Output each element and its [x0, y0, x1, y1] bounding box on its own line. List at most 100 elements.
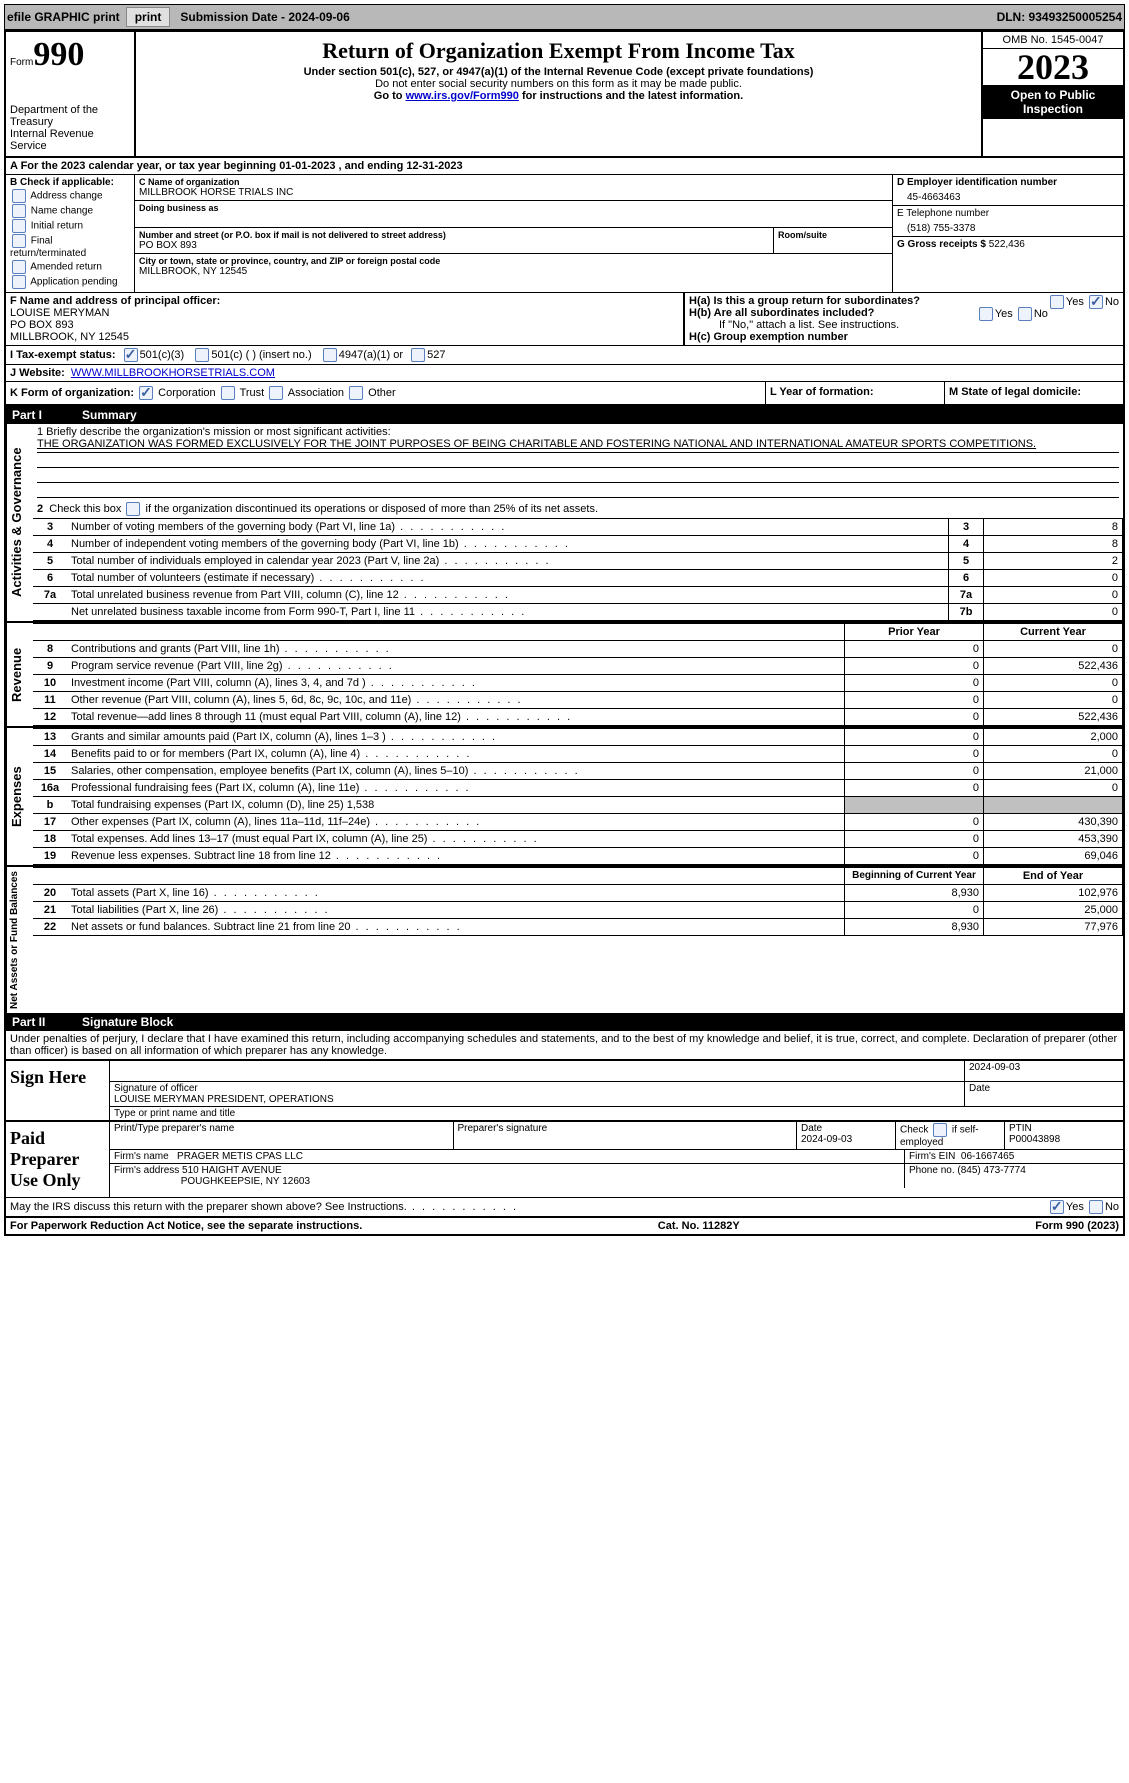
section-f-h: F Name and address of principal officer:… — [6, 292, 1123, 346]
501c3-checkbox[interactable] — [124, 348, 138, 362]
street-label: Number and street (or P.O. box if mail i… — [139, 230, 769, 240]
corp-checkbox[interactable] — [139, 386, 153, 400]
box-b-title: B Check if applicable: — [10, 177, 130, 188]
part-1-header: Part I Summary — [6, 406, 1123, 424]
governance-label: Activities & Governance — [6, 424, 33, 621]
name-change-checkbox[interactable] — [12, 204, 26, 218]
officer-addr1: PO BOX 893 — [10, 319, 74, 331]
subtitle-1: Under section 501(c), 527, or 4947(a)(1)… — [142, 66, 975, 78]
box-f-label: F Name and address of principal officer: — [10, 295, 220, 307]
h-b-note: If "No," attach a list. See instructions… — [689, 319, 1119, 331]
revenue-table: Prior YearCurrent Year8Contributions and… — [33, 623, 1123, 726]
goto-post: for instructions and the latest informat… — [522, 90, 743, 102]
box-c-label: C Name of organization — [139, 177, 888, 187]
other-checkbox[interactable] — [349, 386, 363, 400]
ha-yes-checkbox[interactable] — [1050, 295, 1064, 309]
revenue-section: Revenue Prior YearCurrent Year8Contribut… — [6, 621, 1123, 726]
pending-checkbox[interactable] — [12, 275, 26, 289]
form-label: Form — [10, 57, 33, 68]
officer-sig: LOUISE MERYMAN PRESIDENT, OPERATIONS — [114, 1094, 334, 1105]
row-a: A For the 2023 calendar year, or tax yea… — [6, 158, 1123, 175]
type-name-label: Type or print name and title — [110, 1107, 1123, 1120]
dln: DLN: 93493250005254 — [997, 10, 1122, 24]
preparer-name-label: Print/Type preparer's name — [110, 1122, 453, 1150]
irs-link[interactable]: www.irs.gov/Form990 — [406, 90, 519, 102]
form-container: Form990 Department of the Treasury Inter… — [4, 30, 1125, 1236]
firm-addr1: 510 HAIGHT AVENUE — [182, 1165, 282, 1176]
self-emp-label: Check if self-employed — [895, 1122, 1004, 1150]
footer: For Paperwork Reduction Act Notice, see … — [6, 1216, 1123, 1234]
hb-yes-checkbox[interactable] — [979, 307, 993, 321]
expenses-section: Expenses 13Grants and similar amounts pa… — [6, 726, 1123, 865]
h-c-label: H(c) Group exemption number — [689, 331, 848, 343]
city: MILLBROOK, NY 12545 — [139, 266, 888, 277]
sign-here-section: Sign Here 2024-09-03 Signature of office… — [6, 1059, 1123, 1120]
row-i: I Tax-exempt status: 501(c)(3) 501(c) ( … — [6, 346, 1123, 365]
ptin: P00043898 — [1009, 1134, 1060, 1145]
row-m: M State of legal domicile: — [949, 386, 1081, 398]
discuss-text: May the IRS discuss this return with the… — [10, 1201, 518, 1213]
section-b-g: B Check if applicable: Address change Na… — [6, 175, 1123, 292]
4947-checkbox[interactable] — [323, 348, 337, 362]
assoc-checkbox[interactable] — [269, 386, 283, 400]
box-e-label: E Telephone number — [897, 208, 1119, 219]
org-name: MILLBROOK HORSE TRIALS INC — [139, 187, 888, 198]
discuss-no-checkbox[interactable] — [1089, 1200, 1103, 1214]
501c-checkbox[interactable] — [195, 348, 209, 362]
footer-left: For Paperwork Reduction Act Notice, see … — [10, 1220, 362, 1232]
amended-checkbox[interactable] — [12, 260, 26, 274]
firm-ein: 06-1667465 — [961, 1151, 1014, 1162]
527-checkbox[interactable] — [411, 348, 425, 362]
trust-checkbox[interactable] — [221, 386, 235, 400]
firm-phone: (845) 473-7774 — [957, 1165, 1025, 1176]
addr-change-checkbox[interactable] — [12, 189, 26, 203]
revenue-label: Revenue — [6, 623, 33, 726]
ein: 45-4663463 — [897, 188, 1119, 203]
netassets-table: Beginning of Current YearEnd of Year20To… — [33, 867, 1123, 936]
netassets-section: Net Assets or Fund Balances Beginning of… — [6, 865, 1123, 1013]
self-employed-checkbox[interactable] — [933, 1123, 947, 1137]
firm-addr2: POUGHKEEPSIE, NY 12603 — [181, 1176, 310, 1187]
sign-here-label: Sign Here — [6, 1061, 110, 1120]
h-a-label: H(a) Is this a group return for subordin… — [689, 295, 920, 307]
perjury-text: Under penalties of perjury, I declare th… — [6, 1031, 1123, 1059]
netassets-label: Net Assets or Fund Balances — [6, 867, 33, 1013]
discuss-yes-checkbox[interactable] — [1050, 1200, 1064, 1214]
preparer-sig-label: Preparer's signature — [453, 1122, 797, 1150]
ha-no-checkbox[interactable] — [1089, 295, 1103, 309]
expenses-table: 13Grants and similar amounts paid (Part … — [33, 728, 1123, 865]
box-b: B Check if applicable: Address change Na… — [6, 175, 135, 292]
street: PO BOX 893 — [139, 240, 769, 251]
footer-mid: Cat. No. 11282Y — [658, 1220, 740, 1232]
hb-no-checkbox[interactable] — [1018, 307, 1032, 321]
row-j: J Website: WWW.MILLBROOKHORSETRIALS.COM — [6, 365, 1123, 382]
sig-officer-label: Signature of officer — [114, 1083, 198, 1094]
line-2: Check this box if the organization disco… — [49, 503, 598, 515]
box-d-label: D Employer identification number — [897, 177, 1119, 188]
officer-name: LOUISE MERYMAN — [10, 307, 109, 319]
city-label: City or town, state or province, country… — [139, 256, 888, 266]
paid-preparer-section: Paid Preparer Use Only Print/Type prepar… — [6, 1120, 1123, 1197]
discontinued-checkbox[interactable] — [126, 502, 140, 516]
dept-label: Department of the Treasury — [10, 104, 130, 128]
website-link[interactable]: WWW.MILLBROOKHORSETRIALS.COM — [71, 367, 275, 379]
mission-text: THE ORGANIZATION WAS FORMED EXCLUSIVELY … — [37, 438, 1119, 453]
efile-label: efile GRAPHIC print — [7, 10, 120, 24]
box-g-label: G Gross receipts $ — [897, 239, 986, 250]
tax-year: 2023 — [983, 49, 1123, 85]
part-2-header: Part II Signature Block — [6, 1013, 1123, 1031]
inspection-notice: Open to Public Inspection — [983, 85, 1123, 119]
form-title: Return of Organization Exempt From Incom… — [142, 38, 975, 64]
room-label: Room/suite — [778, 230, 888, 240]
sign-date: 2024-09-03 — [964, 1061, 1123, 1082]
print-button[interactable]: print — [126, 7, 171, 27]
gross-receipts: 522,436 — [989, 239, 1025, 250]
discuss-row: May the IRS discuss this return with the… — [6, 1197, 1123, 1216]
footer-right: Form 990 (2023) — [1035, 1220, 1119, 1232]
irs-label: Internal Revenue Service — [10, 128, 130, 152]
final-return-checkbox[interactable] — [12, 234, 26, 248]
form-header: Form990 Department of the Treasury Inter… — [6, 32, 1123, 158]
prep-date: 2024-09-03 — [801, 1134, 852, 1145]
row-k-label: K Form of organization: — [10, 387, 134, 399]
initial-return-checkbox[interactable] — [12, 219, 26, 233]
